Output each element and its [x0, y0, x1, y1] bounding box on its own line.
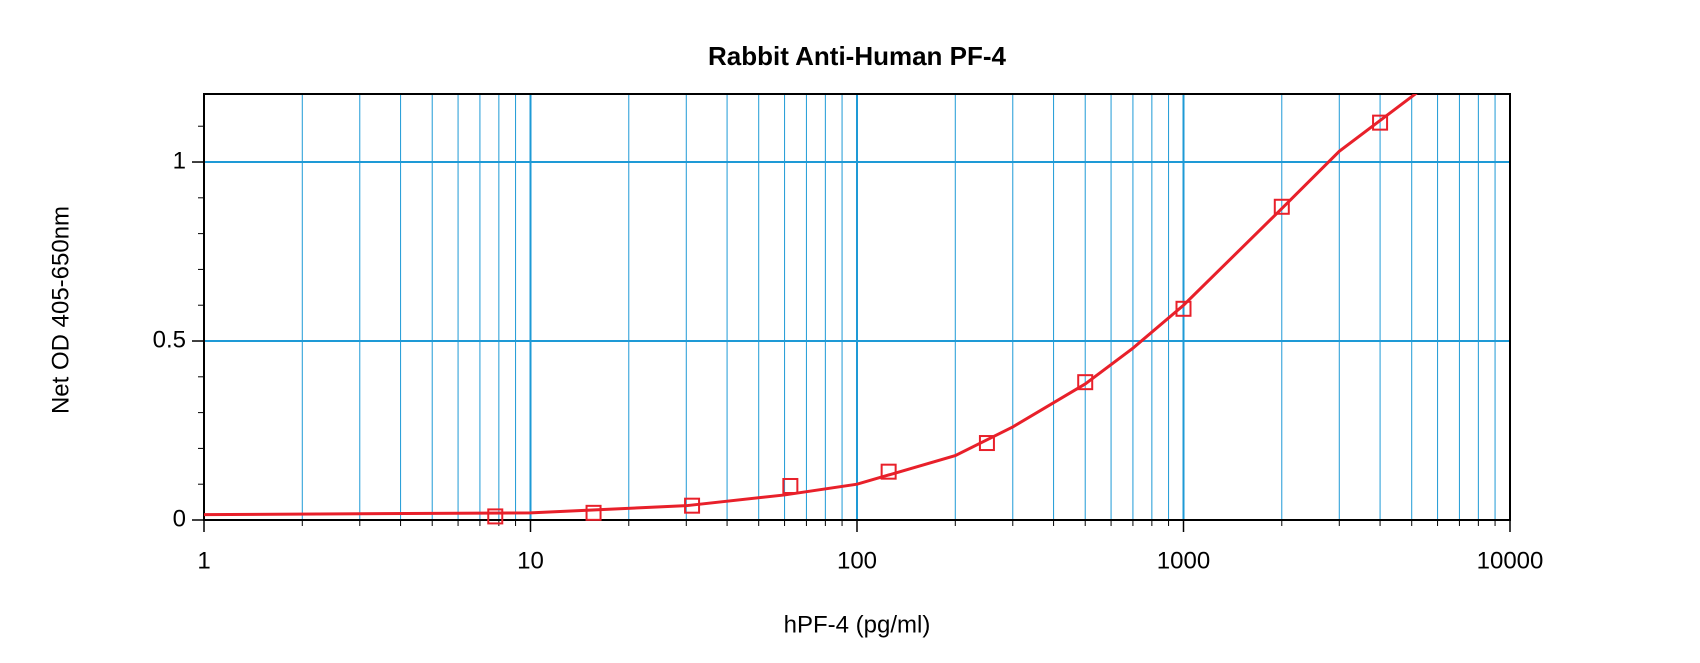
plot-frame: [203, 93, 1511, 521]
data-point: [1077, 374, 1094, 391]
x-tick-label: 1000: [1157, 547, 1210, 574]
data-point: [487, 508, 504, 525]
chart-title: Rabbit Anti-Human PF-4: [708, 41, 1007, 71]
y-tick-label: 0.5: [153, 326, 186, 353]
data-point: [978, 435, 995, 452]
x-tick-label: 100: [837, 547, 877, 574]
data-point: [880, 463, 897, 480]
fit-curve: [204, 94, 1418, 517]
x-tick-label: 1: [197, 547, 210, 574]
data-point: [1372, 114, 1389, 131]
data-point: [1273, 198, 1290, 215]
x-axis-label: hPF-4 (pg/ml): [784, 611, 931, 638]
data-point: [782, 477, 799, 494]
x-tick-label: 10: [517, 547, 544, 574]
y-tick-label: 0: [173, 505, 186, 532]
y-axis-label: Net OD 405-650nm: [47, 206, 74, 414]
data-point: [1175, 300, 1192, 317]
data-point: [585, 504, 602, 521]
data-point: [684, 497, 701, 514]
x-tick-label: 10000: [1477, 547, 1544, 574]
y-tick-label: 1: [173, 147, 186, 174]
